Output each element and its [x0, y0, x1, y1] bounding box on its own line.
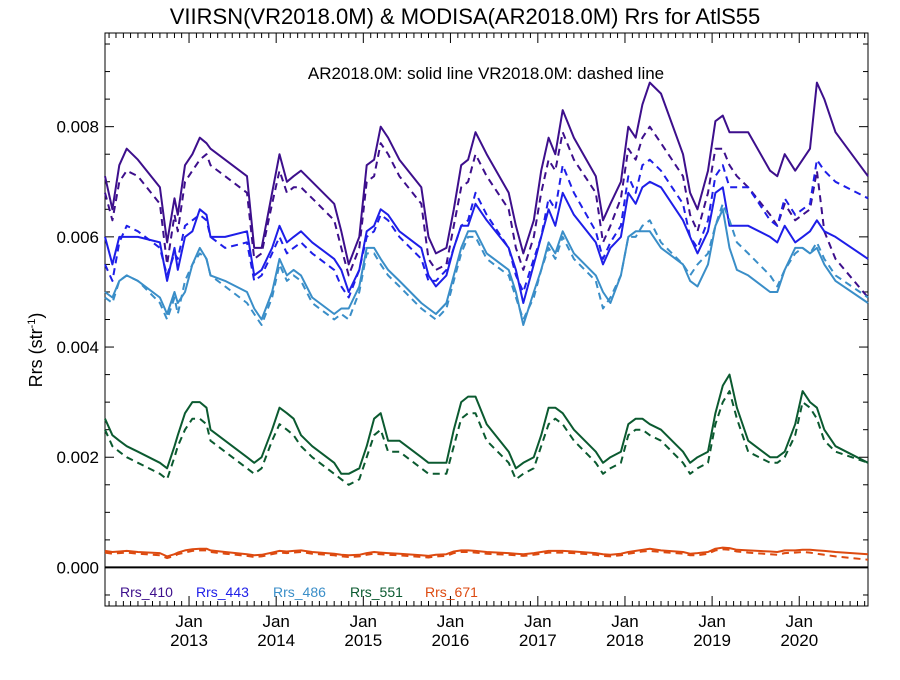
plot-frame: [104, 32, 869, 607]
x-tick-label-year: 2018: [606, 631, 644, 650]
series-line-rrs-671-solid: [104, 546, 869, 558]
legend-entry-rrs-551: Rrs_551: [350, 584, 403, 600]
x-tick-label-year: 2013: [170, 631, 208, 650]
y-axis-label-main: Rrs (str: [26, 328, 46, 387]
line-style-annotation: AR2018.0M: solid line VR2018.0M: dashed …: [308, 64, 664, 83]
x-tick-label-month: Jan: [175, 612, 202, 631]
series-line-rrs-410-dashed: [104, 125, 869, 299]
y-tick-label: 0.002: [56, 448, 99, 467]
y-tick-label: 0.000: [56, 558, 99, 577]
x-tick-label-month: Jan: [611, 612, 638, 631]
series-line-rrs-551-solid: [104, 373, 869, 475]
x-tick-label-year: 2019: [693, 631, 731, 650]
series-line-rrs-443-dashed: [104, 158, 869, 299]
x-tick-label-year: 2016: [432, 631, 470, 650]
y-axis-label-close: ): [26, 313, 46, 319]
y-axis-label-superscript: -1: [26, 319, 38, 329]
x-tick-label-year: 2014: [257, 631, 295, 650]
y-tick-label: 0.008: [56, 118, 99, 137]
series-line-rrs-551-dashed: [104, 390, 869, 486]
series-line-rrs-486-dashed: [104, 202, 869, 326]
x-tick-label-year: 2017: [519, 631, 557, 650]
y-tick-label: 0.004: [56, 338, 99, 357]
legend-entry-rrs-486: Rrs_486: [273, 584, 326, 600]
series-line-rrs-410-solid: [104, 81, 869, 266]
chart-title: VIIRSN(VR2018.0M) & MODISA(AR2018.0M) Rr…: [170, 4, 761, 29]
x-tick-label-month: Jan: [786, 612, 813, 631]
series-line-rrs-486-solid: [104, 208, 869, 326]
legend-entry-rrs-443: Rrs_443: [196, 584, 249, 600]
plot-area: 0.0000.0020.0040.0060.008Jan2013Jan2014J…: [56, 32, 869, 650]
x-tick-label-month: Jan: [524, 612, 551, 631]
x-tick-label-month: Jan: [698, 612, 725, 631]
x-tick-label-year: 2020: [780, 631, 818, 650]
y-tick-label: 0.006: [56, 228, 99, 247]
x-tick-label-month: Jan: [350, 612, 377, 631]
x-tick-label-month: Jan: [262, 612, 289, 631]
x-tick-label-month: Jan: [437, 612, 464, 631]
legend-entry-rrs-671: Rrs_671: [425, 584, 478, 600]
y-axis-label: Rrs (str-1): [26, 313, 46, 388]
x-tick-label-year: 2015: [344, 631, 382, 650]
series-line-rrs-443-solid: [104, 180, 869, 304]
series-line-rrs-671-dashed: [104, 548, 869, 561]
legend-entry-rrs-410: Rrs_410: [120, 584, 173, 600]
